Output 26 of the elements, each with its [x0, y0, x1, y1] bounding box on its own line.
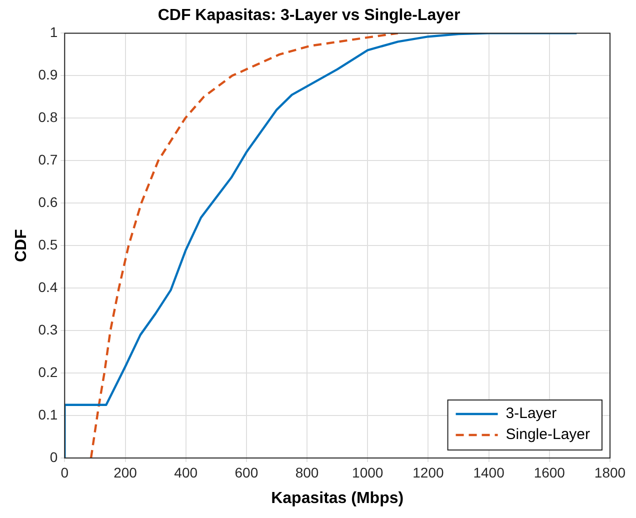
x-axis-title: Kapasitas (Mbps)	[271, 490, 404, 507]
x-tick-label: 1000	[352, 464, 384, 480]
y-axis-title: CDF	[13, 228, 30, 262]
y-tick-label: 0.2	[38, 364, 58, 380]
x-tick-label: 600	[234, 464, 258, 480]
chart-title: CDF Kapasitas: 3-Layer vs Single-Layer	[158, 7, 460, 24]
x-tick-label: 400	[174, 464, 198, 480]
y-tick-label: 0.1	[38, 406, 58, 422]
y-tick-label: 0.8	[38, 109, 58, 126]
x-tick-label: 1800	[594, 464, 626, 480]
x-tick-label: 1200	[412, 464, 444, 480]
y-tick-label: 1	[50, 24, 58, 40]
x-tick-label: 0	[60, 464, 69, 480]
y-tick-label: 0.3	[38, 321, 58, 338]
y-tick-label: 0.9	[38, 66, 58, 83]
y-tick-label: 0	[50, 448, 58, 465]
y-tick-label: 0.6	[38, 194, 58, 210]
y-tick-label: 0.5	[38, 236, 58, 252]
x-tick-label: 200	[114, 464, 138, 480]
legend-label: 3-Layer	[506, 405, 557, 422]
y-tick-label: 0.7	[38, 152, 58, 168]
x-tick-label: 1400	[473, 464, 505, 480]
x-tick-label: 1600	[534, 464, 566, 480]
y-tick-label: 0.4	[38, 278, 58, 295]
x-tick-label: 800	[295, 464, 319, 480]
legend-label: Single-Layer	[506, 426, 590, 444]
